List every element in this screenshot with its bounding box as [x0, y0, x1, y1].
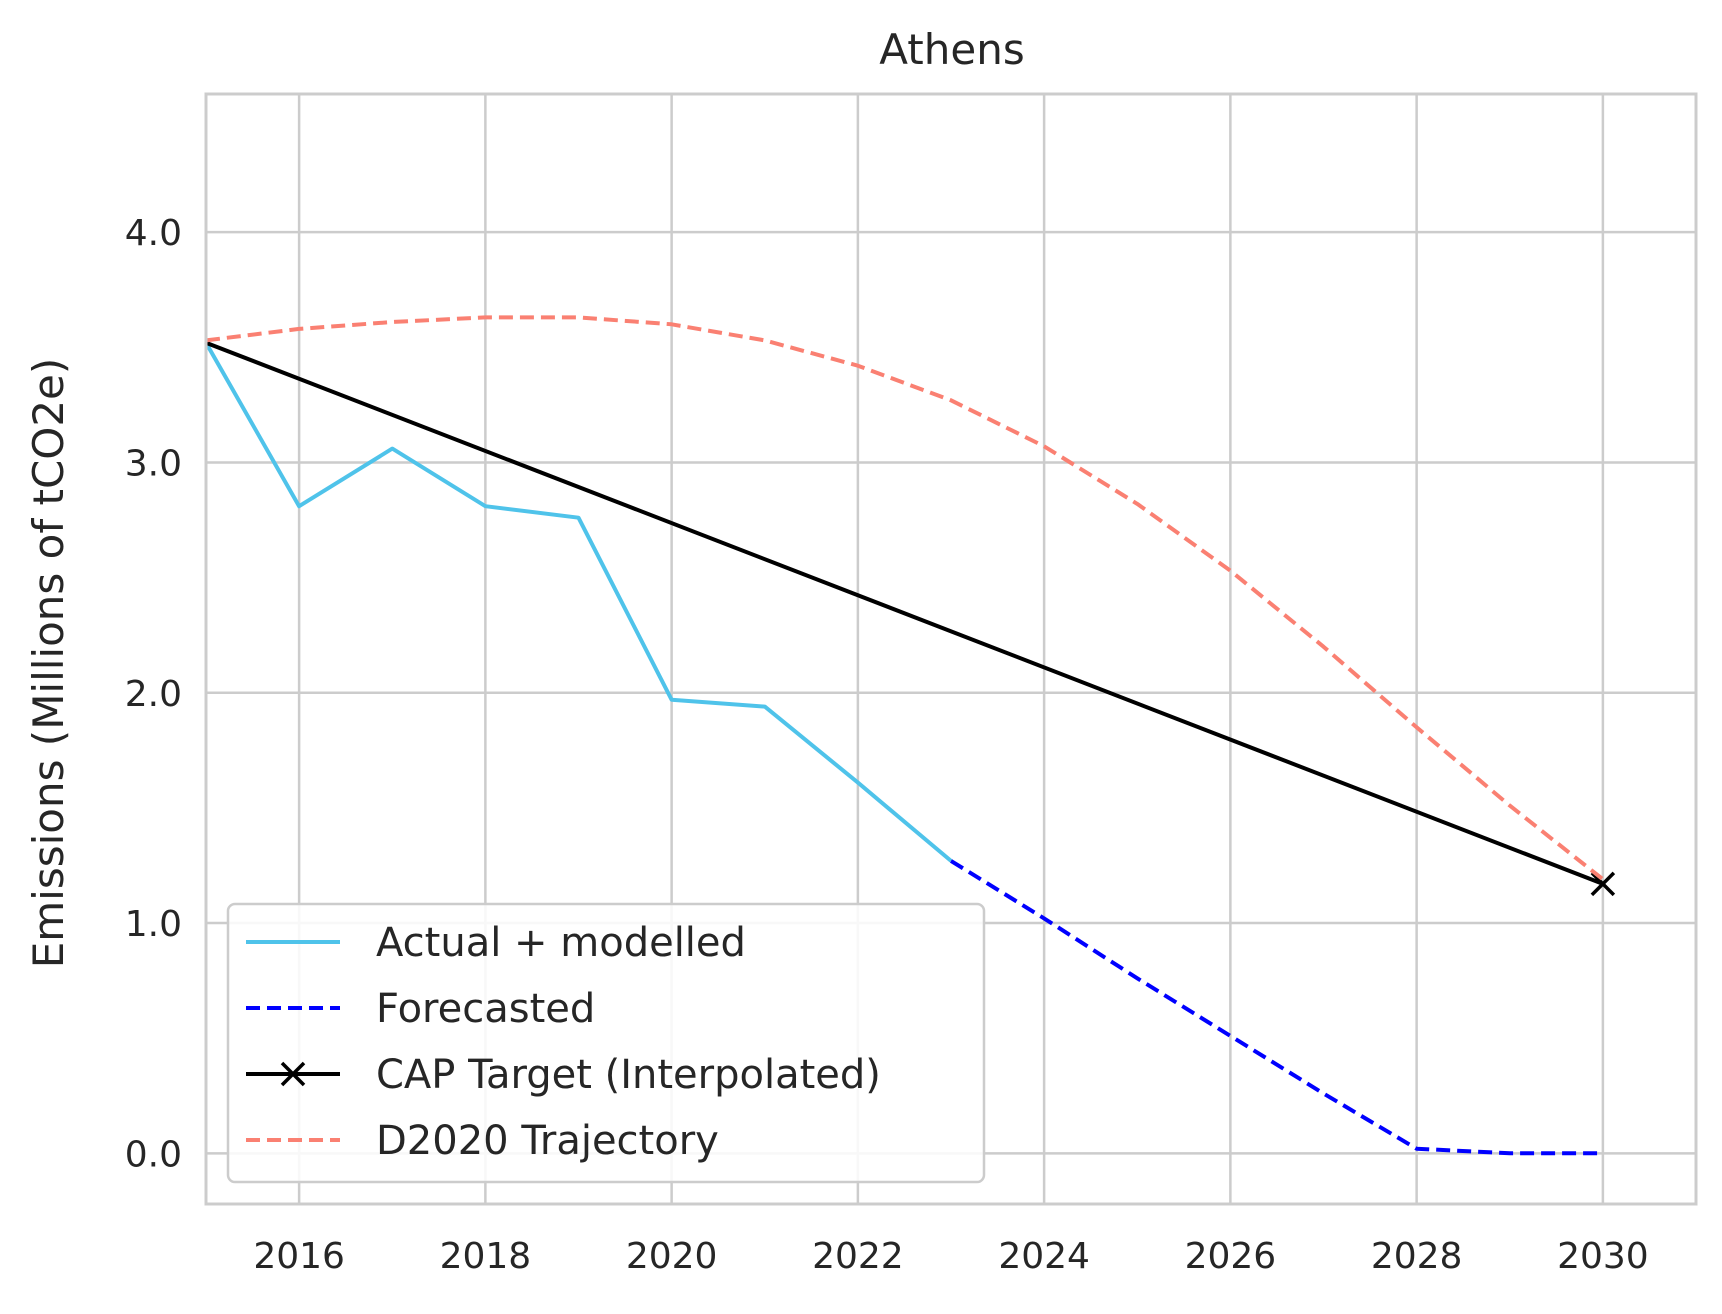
y-tick-label: 3.0	[125, 443, 182, 484]
x-tick-label: 2022	[812, 1236, 904, 1277]
y-tick-label: 4.0	[125, 213, 182, 254]
legend-box	[226, 902, 986, 1184]
legend: Actual + modelled Forecasted CAP Target (I…	[226, 902, 986, 1184]
plot-frame	[204, 92, 1698, 1206]
series-line-2	[205, 340, 1604, 886]
target-marker	[1590, 871, 1616, 897]
legend-entry: Forecasted	[246, 986, 595, 1032]
series-line-0	[204, 341, 953, 863]
x-tick-label: 2020	[626, 1236, 718, 1277]
x-tick-label: 2030	[1557, 1236, 1649, 1277]
x-tick-label: 2026	[1185, 1236, 1277, 1277]
x-tick-label: 2028	[1371, 1236, 1463, 1277]
x-tick-label: 2016	[253, 1236, 345, 1277]
legend-label: D2020 Trajectory	[376, 1118, 719, 1164]
legend-label: Forecasted	[376, 986, 595, 1032]
legend-label: CAP Target (Interpolated)	[376, 1052, 881, 1098]
series-line-3	[205, 315, 1605, 881]
y-tick-label: 1.0	[125, 904, 182, 945]
legend-entry: Actual + modelled	[246, 920, 746, 966]
chart-title: Athens	[879, 25, 1024, 74]
legend-entry: D2020 Trajectory	[246, 1118, 719, 1164]
series-line-1	[949, 859, 1603, 1156]
y-tick-label: 0.0	[125, 1134, 182, 1175]
legend-label: Actual + modelled	[376, 920, 746, 966]
y-tick-label: 2.0	[125, 674, 182, 715]
x-tick-label: 2018	[440, 1236, 532, 1277]
y-axis-label: Emissions (Millions of tCO2e)	[24, 358, 73, 969]
legend-entry: CAP Target (Interpolated)	[246, 1052, 881, 1098]
x-tick-label: 2024	[998, 1236, 1090, 1277]
axis-ticks: 2016 2018 2020 2022 2024 2026 2028 2030 0.0 1.0 2.…	[125, 213, 1649, 1277]
plot-series	[204, 315, 1616, 1156]
